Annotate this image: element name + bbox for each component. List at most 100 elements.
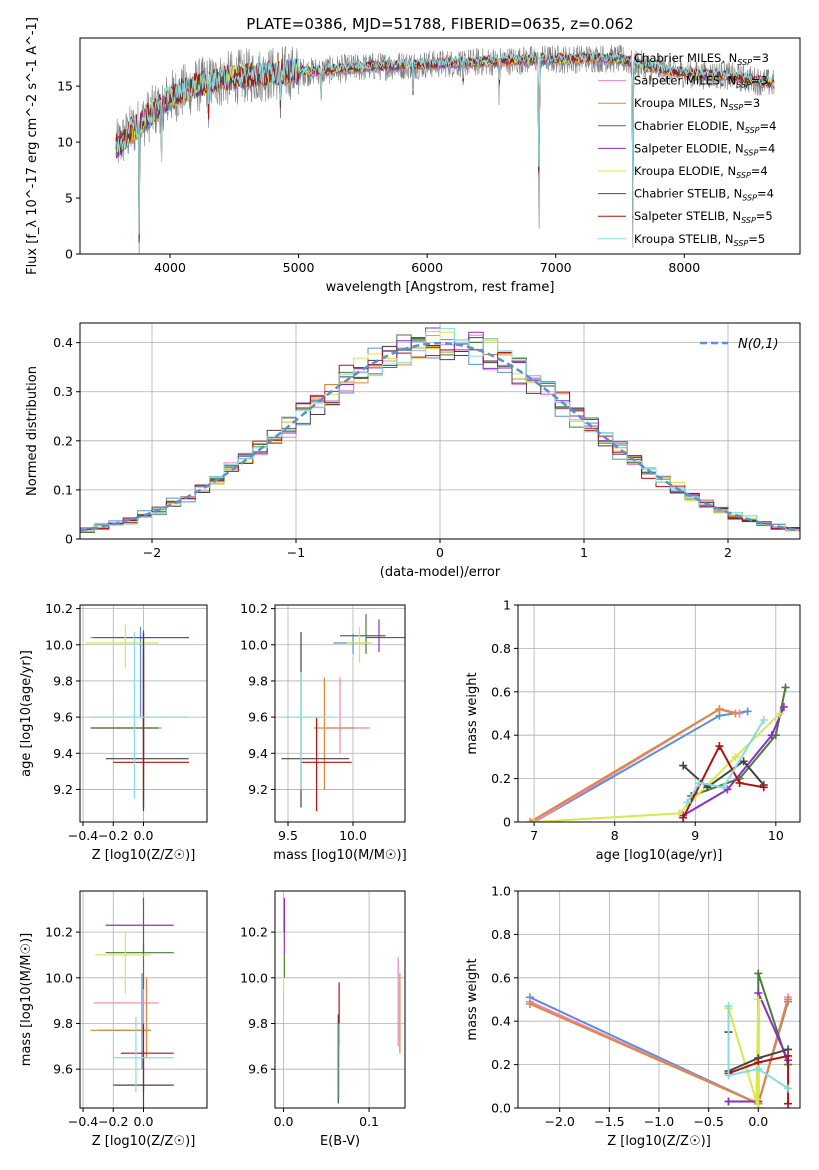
mass-weight-marker <box>754 969 763 978</box>
y-tick-label: 10 <box>57 135 73 150</box>
x-tick-label: 10.0 <box>339 828 367 843</box>
y-tick-label: 9.8 <box>53 673 73 688</box>
legend-label-chabrier-miles: Chabrier MILES, NSSP=3 <box>634 51 769 67</box>
frame-age_vs_Z: −0.4 −0.2 0.0 9.2 9.4 9.6 9.8 10.0 10.2 Z [log10(… <box>19 601 208 863</box>
frame-age_vs_mass: 9.5 10.0 9.2 9.4 9.6 9.8 10.0 10.2 mass [log10(M… <box>240 601 407 863</box>
legend-label-chabrier-elodie: Chabrier ELODIE, NSSP=4 <box>634 119 776 135</box>
legend-subscript: SSP <box>729 103 744 112</box>
mass-weight-marker <box>525 999 534 1008</box>
mass-weight-marker <box>784 1084 793 1093</box>
mass-weight-marker <box>530 818 539 822</box>
axes-frame <box>274 890 406 1109</box>
mass-weight-marker <box>715 705 724 714</box>
plot-area-age_vs_mass <box>281 614 405 812</box>
legend-nssp-value: =3 <box>743 96 760 110</box>
y-axis-label: Normed distribution <box>25 366 40 496</box>
errorbar-kroupa-elodie <box>86 624 159 669</box>
x-tick-label: 7000 <box>540 260 572 275</box>
x-tick-label: −0.5 <box>693 1114 723 1129</box>
x-axis-label: mass [log10(M/M☉)] <box>273 848 406 863</box>
errorbar-chabrier-elodie <box>340 614 386 654</box>
histogram-step-salpeter-stelib <box>80 349 800 530</box>
legend-subscript: SSP <box>741 216 756 225</box>
axes-mass_vs_Z: −0.4 −0.2 0.0 9.6 9.8 10.0 10.2 Z [log10(Z/Z☉)]… <box>19 890 208 1149</box>
mass-weight-marker <box>752 1095 761 1104</box>
y-tick-label: 9.4 <box>53 746 73 761</box>
legend-nssp-value: =4 <box>757 187 774 201</box>
y-tick-label: 10.2 <box>240 925 268 940</box>
y-tick-label: 0 <box>65 247 73 262</box>
y-axis-label: Flux [f_λ 10^-17 erg cm^-2 s^-1 A^-1] <box>25 17 40 275</box>
x-tick-label: 0.1 <box>359 1114 379 1129</box>
y-tick-label: 0.1 <box>53 482 73 497</box>
legend-nssp-value: =5 <box>756 209 773 223</box>
mass-weight-marker <box>724 1097 733 1106</box>
mass-weight-marker <box>724 1071 733 1080</box>
mass-weight-marker <box>679 813 688 822</box>
x-tick-label: −0.2 <box>98 828 128 843</box>
legend-nssp-value: =4 <box>760 119 777 133</box>
frame-mass_vs_ebv: 0.0 0.1 9.6 9.8 10.0 10.2 E(B-V) <box>240 890 406 1149</box>
x-axis-label: Z [log10(Z/Z☉)] <box>607 1134 711 1149</box>
mass-weight-marker <box>743 707 752 716</box>
y-axis-label: age [log10(age/yr)] <box>19 650 34 777</box>
axes-frame <box>274 604 406 823</box>
x-tick-label: −0.4 <box>68 1114 98 1129</box>
x-tick-label: 8000 <box>668 260 700 275</box>
plot-area-age_vs_Z <box>86 624 189 812</box>
y-tick-label: 10.0 <box>45 970 73 985</box>
x-tick-label: −1 <box>287 545 305 560</box>
mass-weight-marker <box>759 783 768 792</box>
x-tick-label: 0.0 <box>274 1114 294 1129</box>
errorbar-kroupa-stelib <box>281 671 334 790</box>
mass-weight-line-kroupa-stelib <box>686 719 765 803</box>
mass-weight-line-chabrier-stelib <box>682 759 765 789</box>
x-axis-label: Z [log10(Z/Z☉)] <box>92 848 196 863</box>
frame-residuals: −2 −1 0 1 2 0 0.1 0.2 0.3 0.4 (data-model)/error No… <box>25 322 801 580</box>
mass-weight-marker <box>779 702 788 711</box>
y-tick-label: 9.6 <box>248 1062 268 1077</box>
y-tick-label: 1 <box>503 598 511 613</box>
x-tick-label: 0 <box>436 545 444 560</box>
axes-age_vs_Z: −0.4 −0.2 0.0 9.2 9.4 9.6 9.8 10.0 10.2 Z [log10(… <box>19 601 208 863</box>
legend-nssp-value: =4 <box>758 141 775 155</box>
legend-label-salpeter-stelib: Salpeter STELIB, NSSP=5 <box>634 209 773 225</box>
axes-mw_vs_age: 7 8 9 10 0 0.2 0.4 0.6 0.8 1 age [log10(age/yr)] ma… <box>465 598 801 863</box>
mass-weight-line-kroupa-elodie <box>727 999 760 1108</box>
x-tick-label: 9.5 <box>278 828 298 843</box>
y-tick-label: 10.0 <box>240 970 268 985</box>
legend-label-kroupa-elodie: Kroupa ELODIE, NSSP=4 <box>634 164 768 180</box>
legend-label-chabrier-stelib: Chabrier STELIB, NSSP=4 <box>634 187 774 203</box>
y-tick-label: 1.0 <box>491 884 511 899</box>
x-tick-label: 5000 <box>283 260 315 275</box>
x-tick-label: 1 <box>580 545 588 560</box>
x-axis-label: E(B-V) <box>320 1134 360 1149</box>
mass-weight-marker <box>781 683 790 692</box>
legend-subscript: SSP <box>736 81 751 90</box>
errorbar-salpeter-elodie <box>366 619 405 653</box>
mass-weight-marker <box>767 731 776 740</box>
y-tick-label: 9.2 <box>248 782 268 797</box>
y-tick-label: 9.8 <box>248 673 268 688</box>
y-tick-label: 9.6 <box>53 1062 73 1077</box>
x-tick-label: −0.2 <box>98 1114 128 1129</box>
legend-nssp-value: =4 <box>751 164 768 178</box>
y-tick-label: 10.2 <box>45 925 73 940</box>
axes-spectrum: 4000 5000 6000 7000 8000 0 5 10 15 wavelength [An… <box>25 17 801 295</box>
mass-weight-marker <box>695 778 704 787</box>
mass-weight-line-kroupa-stelib <box>727 1006 789 1090</box>
mass-weight-marker <box>775 709 784 718</box>
mass-weight-marker <box>675 809 684 818</box>
legend-subscript: SSP <box>742 194 757 203</box>
x-tick-label: 4000 <box>154 260 186 275</box>
x-tick-label: −2 <box>143 545 161 560</box>
errorbar-salpeter-stelib <box>301 717 352 812</box>
y-tick-label: 10.2 <box>45 601 73 616</box>
plot-area-mw_vs_Z <box>525 969 793 1108</box>
mass-weight-marker <box>719 783 728 792</box>
frame-spectrum: 4000 5000 6000 7000 8000 0 5 10 15 wavelength [An… <box>25 17 801 295</box>
legend-nssp-value: =3 <box>752 51 769 65</box>
mass-weight-marker <box>784 995 793 1004</box>
